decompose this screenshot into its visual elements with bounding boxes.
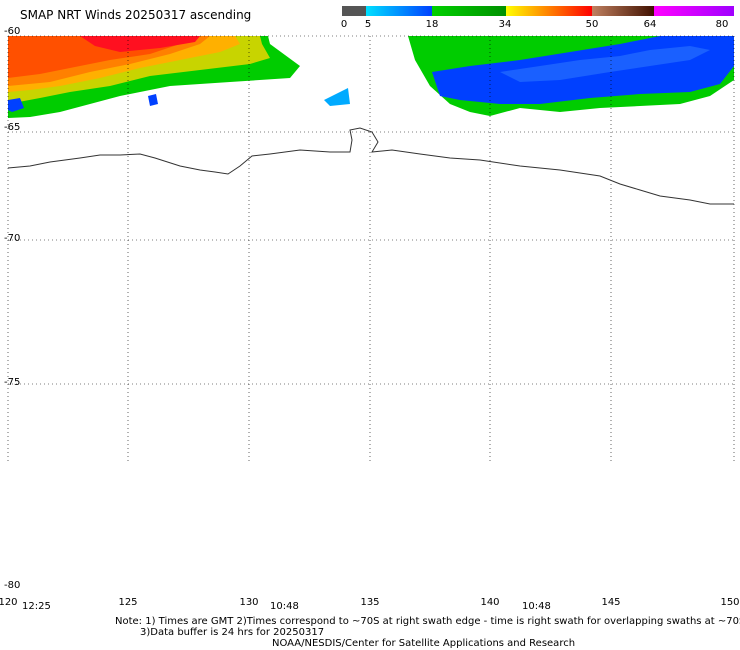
lat-label: -80	[4, 580, 21, 591]
lat-label: -75	[4, 377, 21, 388]
colorbar-tick: 0	[340, 19, 348, 30]
colorbar-tick: 50	[585, 19, 599, 30]
colorbar-tick: 34	[498, 19, 512, 30]
swath-time-label: 10:48	[270, 601, 299, 612]
swath-time-label: 10:48	[522, 601, 551, 612]
lat-label: -60	[4, 26, 21, 37]
antarctic-coastline	[7, 127, 734, 205]
note-line-2: 3)Data buffer is 24 hrs for 20250317	[140, 627, 325, 638]
lon-label: 150	[720, 597, 740, 608]
lon-label: 140	[480, 597, 500, 608]
note-line-3: NOAA/NESDIS/Center for Satellite Applica…	[272, 638, 576, 649]
lon-label: 135	[360, 597, 380, 608]
colorbar-tick: 5	[364, 19, 372, 30]
color-bar	[342, 6, 734, 16]
colorbar-tick: 80	[715, 19, 729, 30]
map-grid	[7, 35, 735, 464]
lon-label: 125	[118, 597, 138, 608]
lat-label: -70	[4, 233, 21, 244]
wind-swath-right	[408, 36, 734, 116]
map-title: SMAP NRT Winds 20250317 ascending	[20, 8, 252, 22]
colorbar-tick: 64	[643, 19, 657, 30]
lon-label: 120	[0, 597, 18, 608]
lon-label: 130	[239, 597, 259, 608]
wind-swath-left	[8, 36, 350, 118]
colorbar-tick: 18	[425, 19, 439, 30]
lon-label: 145	[601, 597, 621, 608]
lat-label: -65	[4, 122, 21, 133]
note-line-1: Note: 1) Times are GMT 2)Times correspon…	[115, 616, 740, 627]
swath-time-label: 12:25	[22, 601, 51, 612]
